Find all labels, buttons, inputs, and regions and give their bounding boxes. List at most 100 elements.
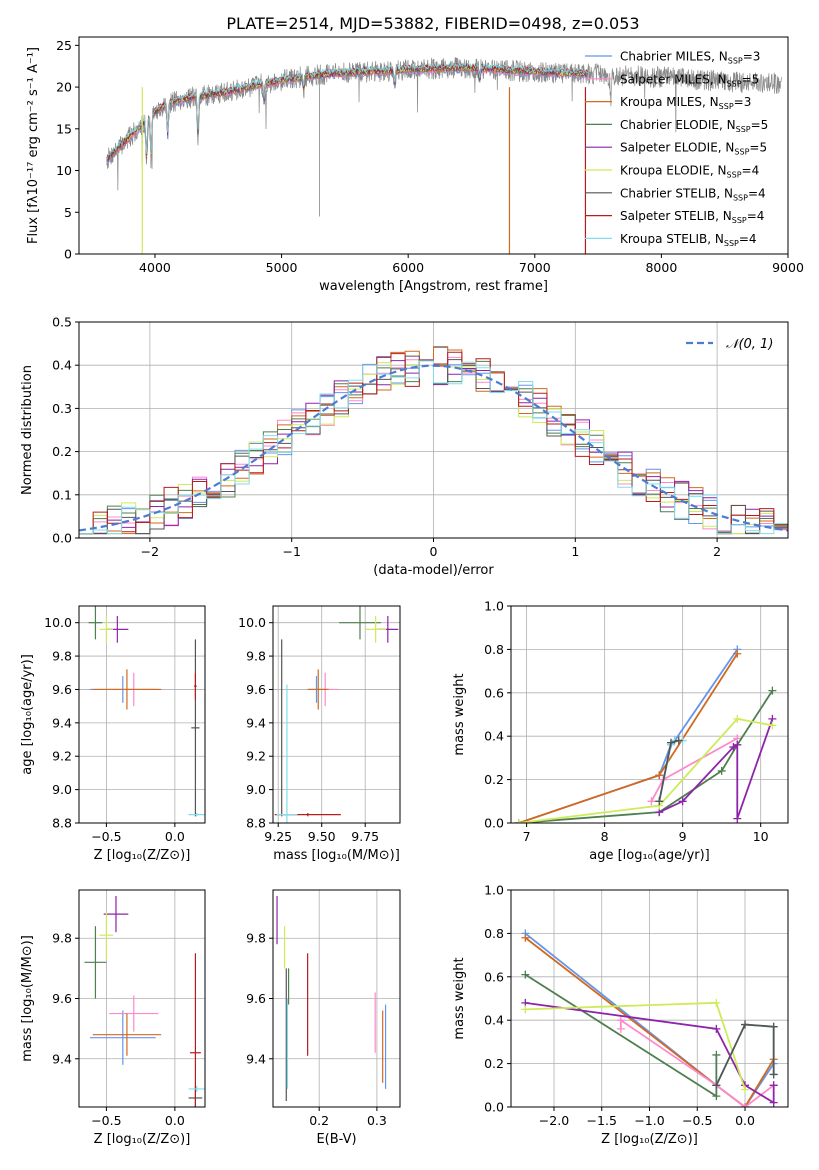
x-tick-label: −1.5 xyxy=(587,1113,617,1128)
y-tick-label: 9.6 xyxy=(52,682,72,697)
x-axis-label: Z [log₁₀(Z/Z⊙)] xyxy=(601,1132,698,1147)
mass_vs_ebv-plot-area xyxy=(276,896,387,1101)
x-tick-label: 0 xyxy=(430,544,438,559)
weight_vs_age-frame xyxy=(510,605,789,824)
weight-point xyxy=(733,649,742,658)
x-tick-label: 9.75 xyxy=(351,829,379,844)
spectrum-plot-area xyxy=(106,57,782,254)
weight_vs_Z-frame xyxy=(510,889,789,1108)
y-tick-label: 5 xyxy=(64,205,72,220)
age_vs_mass-panel: 9.25 9.50 9.75 8.8 9.0 9.2 9.4 9.6 9.8 10.0 mass [… xyxy=(238,605,401,863)
x-tick-label: 9.25 xyxy=(264,829,292,844)
y-tick-label: 9.4 xyxy=(246,715,266,730)
mass_vs_ebv-frame xyxy=(272,889,401,1108)
mass_vs_Z-panel: −0.5 0.0 9.4 9.6 9.8 Z [log₁₀(Z/Z⊙)] mass [log… xyxy=(20,889,206,1147)
residuals-plot-area xyxy=(79,346,788,535)
weight-point xyxy=(521,1005,530,1014)
x-tick-label: 7000 xyxy=(519,260,551,275)
y-axis-label: Normed distribution xyxy=(20,365,35,495)
x-tick-label: 8000 xyxy=(645,260,677,275)
weight-point xyxy=(655,797,664,806)
weight-point xyxy=(717,766,726,775)
y-tick-label: 9.0 xyxy=(246,782,266,797)
x-axis-label: (data-model)/error xyxy=(373,563,494,578)
y-tick-label: 9.2 xyxy=(246,749,266,764)
y-tick-label: 0.4 xyxy=(52,358,72,373)
y-axis-label: age [log₁₀(age/yr)] xyxy=(20,654,35,775)
mass_vs_Z-plot-area xyxy=(84,896,205,1107)
legend-label: Chabrier STELIB, NSSP=4 xyxy=(620,186,766,202)
weight-point xyxy=(514,819,523,823)
legend-label: Kroupa ELODIE, NSSP=4 xyxy=(620,164,759,180)
y-tick-label: 0 xyxy=(64,247,72,262)
y-axis-label: Flux [fλ10⁻¹⁷ erg cm⁻² s⁻¹ A⁻¹] xyxy=(26,47,41,244)
weight-line-salpeter-miles xyxy=(650,737,738,802)
weight-line-kroupa-elodie xyxy=(525,1001,746,1090)
y-tick-label: 0.8 xyxy=(484,642,504,657)
age_vs_Z-frame xyxy=(78,605,206,824)
weight-line-kroupa-miles xyxy=(518,653,739,823)
x-axis-label: wavelength [Angstrom, rest frame] xyxy=(319,279,548,294)
y-tick-label: 0.0 xyxy=(484,816,504,831)
weight-point xyxy=(712,1024,721,1033)
weight_vs_age-panel: 7 8 9 10 0.0 0.2 0.4 0.6 0.8 1.0 age [log₁₀(age/yr… xyxy=(452,599,789,863)
y-tick-label: 0.0 xyxy=(52,531,72,546)
legend-label: Salpeter ELODIE, NSSP=5 xyxy=(620,141,767,157)
y-tick-label: 0.6 xyxy=(484,969,504,984)
x-tick-label: 1 xyxy=(571,544,579,559)
y-tick-label: 0.8 xyxy=(484,926,504,941)
y-tick-label: 10.0 xyxy=(238,615,266,630)
y-tick-label: 9.6 xyxy=(246,682,266,697)
weight-point xyxy=(768,721,777,730)
y-axis-label: mass weight xyxy=(452,957,467,1039)
weight-point xyxy=(712,1092,721,1101)
y-tick-label: 9.0 xyxy=(52,782,72,797)
weight-point xyxy=(733,740,742,749)
weight-line-salpeter-elodie xyxy=(658,718,774,819)
spectrum-model-kroupa-stelib xyxy=(106,62,588,159)
y-tick-label: 0.6 xyxy=(484,685,504,700)
x-tick-label: −0.5 xyxy=(682,1113,712,1128)
spectrum-panel: 4000 5000 6000 7000 8000 9000 0 5 10 15 20 25 wavele… xyxy=(26,36,804,294)
residuals-panel: −2 −1 0 1 2 0.0 0.1 0.2 0.3 0.4 0.5 (data-model)/er… xyxy=(20,315,789,578)
y-tick-label: 0.2 xyxy=(52,444,72,459)
weight-point xyxy=(733,814,742,823)
weight-line-kroupa-elodie xyxy=(518,717,773,823)
x-tick-label: 7 xyxy=(523,829,531,844)
weight-line-chabrier-elodie xyxy=(518,690,774,823)
y-tick-label: 9.8 xyxy=(52,931,72,946)
y-tick-label: 25 xyxy=(56,38,72,53)
weight-point xyxy=(712,998,721,1007)
y-tick-label: 1.0 xyxy=(484,883,504,898)
weight-line-chabrier-stelib xyxy=(715,1023,775,1086)
x-tick-label: 4000 xyxy=(139,260,171,275)
weight-point xyxy=(521,933,530,942)
spectrum-model-kroupa-miles xyxy=(106,66,589,163)
x-tick-label: 0.0 xyxy=(165,1113,185,1128)
weight-point xyxy=(521,970,530,979)
age_vs_Z-plot-area xyxy=(88,606,205,817)
y-tick-label: 8.8 xyxy=(246,816,266,831)
y-axis-label: mass [log₁₀(M/M⊙)] xyxy=(20,935,35,1062)
y-tick-label: 0.0 xyxy=(484,1100,504,1115)
weight-point xyxy=(712,1050,721,1059)
x-tick-label: −0.5 xyxy=(91,829,121,844)
weight-point xyxy=(769,1070,778,1079)
x-tick-label: 9000 xyxy=(772,260,804,275)
x-tick-label: 0.0 xyxy=(735,1113,755,1128)
weight-point xyxy=(768,686,777,695)
legend-label: Chabrier ELODIE, NSSP=5 xyxy=(620,118,768,134)
x-axis-label: E(B-V) xyxy=(316,1132,356,1147)
x-tick-label: 2 xyxy=(713,544,721,559)
x-tick-label: 9.50 xyxy=(308,829,336,844)
x-axis-label: mass [log₁₀(M/M⊙)] xyxy=(273,848,400,863)
spectrum-model-chabrier-miles xyxy=(106,67,589,164)
weight-point xyxy=(769,1022,778,1031)
age_vs_mass-frame xyxy=(272,605,401,824)
y-tick-label: 9.4 xyxy=(246,1051,266,1066)
x-tick-label: 6000 xyxy=(392,260,424,275)
weight_vs_Z-panel: −2.0 −1.5 −1.0 −0.5 0.0 0.0 0.2 0.4 0.6 0.8 1.0 Z [… xyxy=(452,883,789,1147)
y-tick-label: 9.6 xyxy=(52,991,72,1006)
x-tick-label: −2 xyxy=(141,544,159,559)
